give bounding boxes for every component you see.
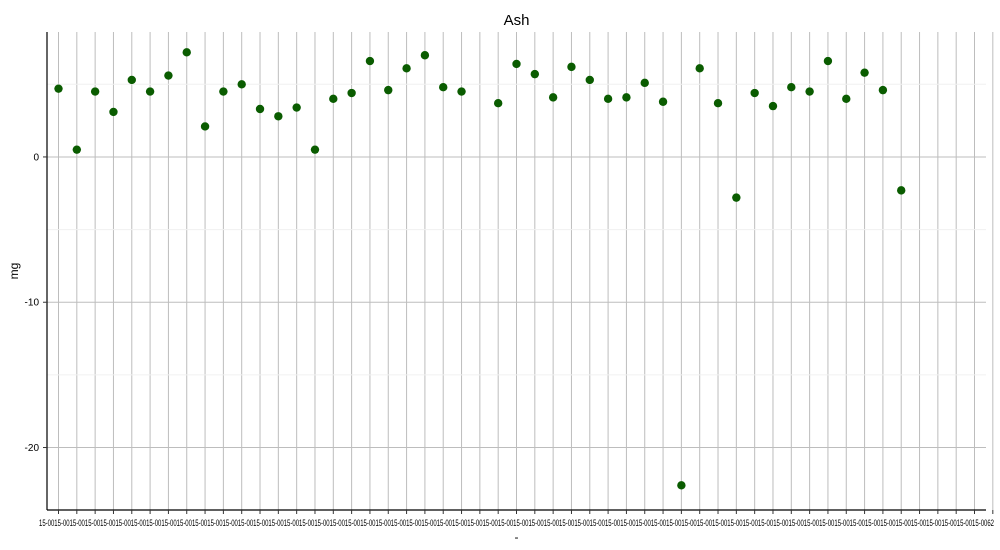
data-point — [768, 101, 778, 111]
data-point — [567, 62, 576, 72]
data-point — [530, 69, 540, 79]
data-point — [732, 193, 741, 202]
data-point — [622, 93, 631, 102]
x-axis-tick-labels: 15-0015-0015-0015-0015-0015-0015-0015-00… — [39, 518, 994, 529]
data-point — [200, 122, 210, 131]
data-point — [897, 186, 906, 195]
data-point — [145, 87, 155, 96]
data-point — [182, 48, 191, 57]
y-tick-label: -10 — [25, 298, 40, 309]
data-point — [585, 75, 594, 85]
data-point — [255, 104, 265, 114]
data-point — [842, 94, 851, 104]
x-axis-label: - — [515, 530, 519, 544]
chart-title: Ash — [504, 12, 530, 29]
data-point — [677, 481, 686, 490]
axes — [46, 32, 994, 514]
data-point — [347, 88, 356, 98]
data-point — [90, 87, 100, 96]
data-point — [292, 103, 301, 112]
data-point — [384, 85, 393, 95]
data-point — [713, 98, 723, 108]
data-point — [860, 68, 869, 77]
data-point — [72, 145, 82, 154]
y-axis-label: mg — [7, 263, 21, 280]
y-axis-ticks: 0 -10 -20 — [25, 152, 47, 454]
data-point — [54, 84, 63, 93]
data-point — [878, 85, 888, 95]
data-point — [274, 112, 283, 121]
data-point — [109, 107, 118, 117]
y-tick-label: -20 — [25, 443, 40, 454]
data-point — [329, 94, 338, 104]
data-point — [164, 71, 173, 80]
data-point — [219, 87, 228, 96]
data-point — [402, 64, 411, 73]
data-point — [640, 78, 649, 88]
gridlines — [47, 32, 994, 510]
data-point — [548, 93, 558, 102]
data-point — [823, 56, 833, 66]
data-point — [603, 94, 613, 104]
data-point — [237, 80, 246, 89]
data-point — [439, 83, 448, 92]
data-point — [457, 87, 466, 96]
data-point — [420, 51, 430, 60]
data-point — [127, 75, 136, 85]
y-tick-label: 0 — [33, 152, 39, 163]
data-point — [787, 83, 796, 92]
data-point — [512, 59, 521, 69]
data-point — [658, 97, 668, 106]
data-point — [750, 88, 759, 98]
data-point — [695, 64, 704, 73]
data-point — [493, 98, 503, 108]
data-point — [310, 145, 320, 154]
data-point — [805, 87, 814, 96]
data-point — [365, 56, 375, 66]
data-points — [54, 48, 906, 490]
